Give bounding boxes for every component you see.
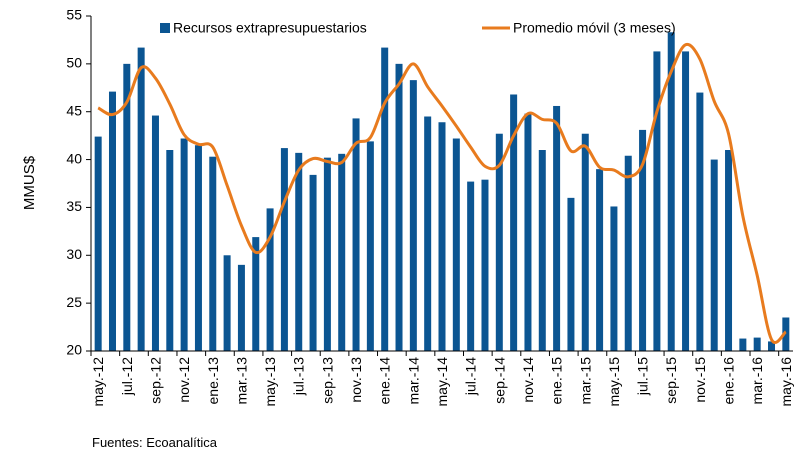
bar	[123, 63, 131, 351]
bar	[266, 208, 274, 351]
bar	[252, 237, 260, 351]
x-tick-label: may.-14	[434, 357, 450, 407]
x-tick-label: may.-15	[606, 357, 622, 407]
x-tick-label: ene.-16	[721, 357, 737, 405]
bar	[424, 116, 432, 351]
x-tick-label: sep.-14	[491, 357, 507, 404]
bar	[151, 115, 159, 352]
x-tick-label: nov.-13	[348, 357, 364, 403]
bar	[753, 337, 761, 351]
bar	[725, 150, 733, 351]
x-tick-label: sep.-15	[663, 357, 679, 404]
bar	[538, 150, 546, 351]
y-tick-label: 50	[66, 55, 82, 71]
bar	[237, 264, 245, 351]
bar	[295, 152, 303, 351]
bar	[467, 181, 475, 351]
bar	[567, 197, 575, 351]
x-tick-label: nov.-14	[520, 357, 536, 403]
legend-swatch	[160, 23, 170, 33]
bar	[352, 118, 360, 352]
bar	[409, 80, 417, 351]
bar	[395, 63, 403, 351]
x-tick-label: ene.-13	[205, 357, 221, 405]
bar	[581, 133, 589, 351]
bar	[309, 174, 317, 351]
moving-average-line	[97, 42, 787, 344]
x-tick-label: jul.-12	[119, 357, 135, 396]
y-tick-label: 30	[66, 246, 82, 262]
bar	[194, 145, 202, 351]
y-tick-label: 35	[66, 198, 82, 214]
bar	[495, 133, 503, 351]
x-tick-label: ene.-15	[549, 357, 565, 405]
bar	[108, 91, 116, 351]
x-tick-label: mar.-15	[577, 357, 593, 405]
bar	[768, 341, 776, 351]
bar	[323, 157, 331, 351]
bar	[596, 169, 604, 351]
bar	[653, 51, 661, 352]
bar	[710, 159, 718, 351]
bar	[438, 122, 446, 351]
bar	[180, 138, 188, 351]
y-tick-label: 20	[66, 342, 82, 358]
x-tick-label: may.-16	[778, 357, 794, 407]
bar	[624, 155, 632, 351]
legend-label: Promedio móvil (3 meses)	[513, 20, 676, 36]
x-tick-label: sep.-13	[319, 357, 335, 404]
bar	[223, 255, 231, 351]
bar	[209, 156, 217, 351]
bar	[524, 113, 532, 351]
x-tick-label: nov.-12	[176, 357, 192, 403]
x-tick-label: mar.-16	[749, 357, 765, 405]
bar	[366, 141, 374, 351]
source-note: Fuentes: Ecoanalítica	[92, 435, 218, 450]
x-tick-label: mar.-14	[405, 357, 421, 405]
bar	[452, 138, 460, 351]
bar	[338, 153, 346, 351]
bar	[510, 94, 518, 351]
legend-label: Recursos extrapresupuestarios	[173, 20, 367, 36]
y-tick-label: 55	[66, 7, 82, 23]
bar	[381, 47, 389, 351]
bar	[667, 32, 675, 352]
x-tick-label: may.-12	[90, 357, 106, 407]
bar	[553, 105, 561, 351]
bar	[696, 92, 704, 352]
x-tick-label: jul.-15	[635, 357, 651, 396]
bar	[639, 129, 647, 351]
bar	[782, 317, 790, 351]
y-axis-label: MMUS$	[21, 155, 38, 210]
y-tick-label: 45	[66, 102, 82, 118]
bar	[739, 338, 747, 351]
bar	[682, 51, 690, 352]
bar	[280, 148, 288, 351]
bar	[137, 47, 145, 351]
x-tick-label: sep.-12	[147, 357, 163, 404]
x-tick-label: may.-13	[262, 357, 278, 407]
x-tick-label: ene.-14	[377, 357, 393, 405]
x-tick-label: nov.-15	[692, 357, 708, 403]
x-tick-label: mar.-13	[233, 357, 249, 405]
bar	[481, 179, 489, 351]
x-tick-label: jul.-14	[463, 357, 479, 396]
bar	[610, 206, 618, 351]
x-tick-label: jul.-13	[291, 357, 307, 396]
y-tick-label: 25	[66, 294, 82, 310]
bar	[94, 136, 102, 351]
bar	[166, 150, 174, 351]
y-tick-label: 40	[66, 150, 82, 166]
